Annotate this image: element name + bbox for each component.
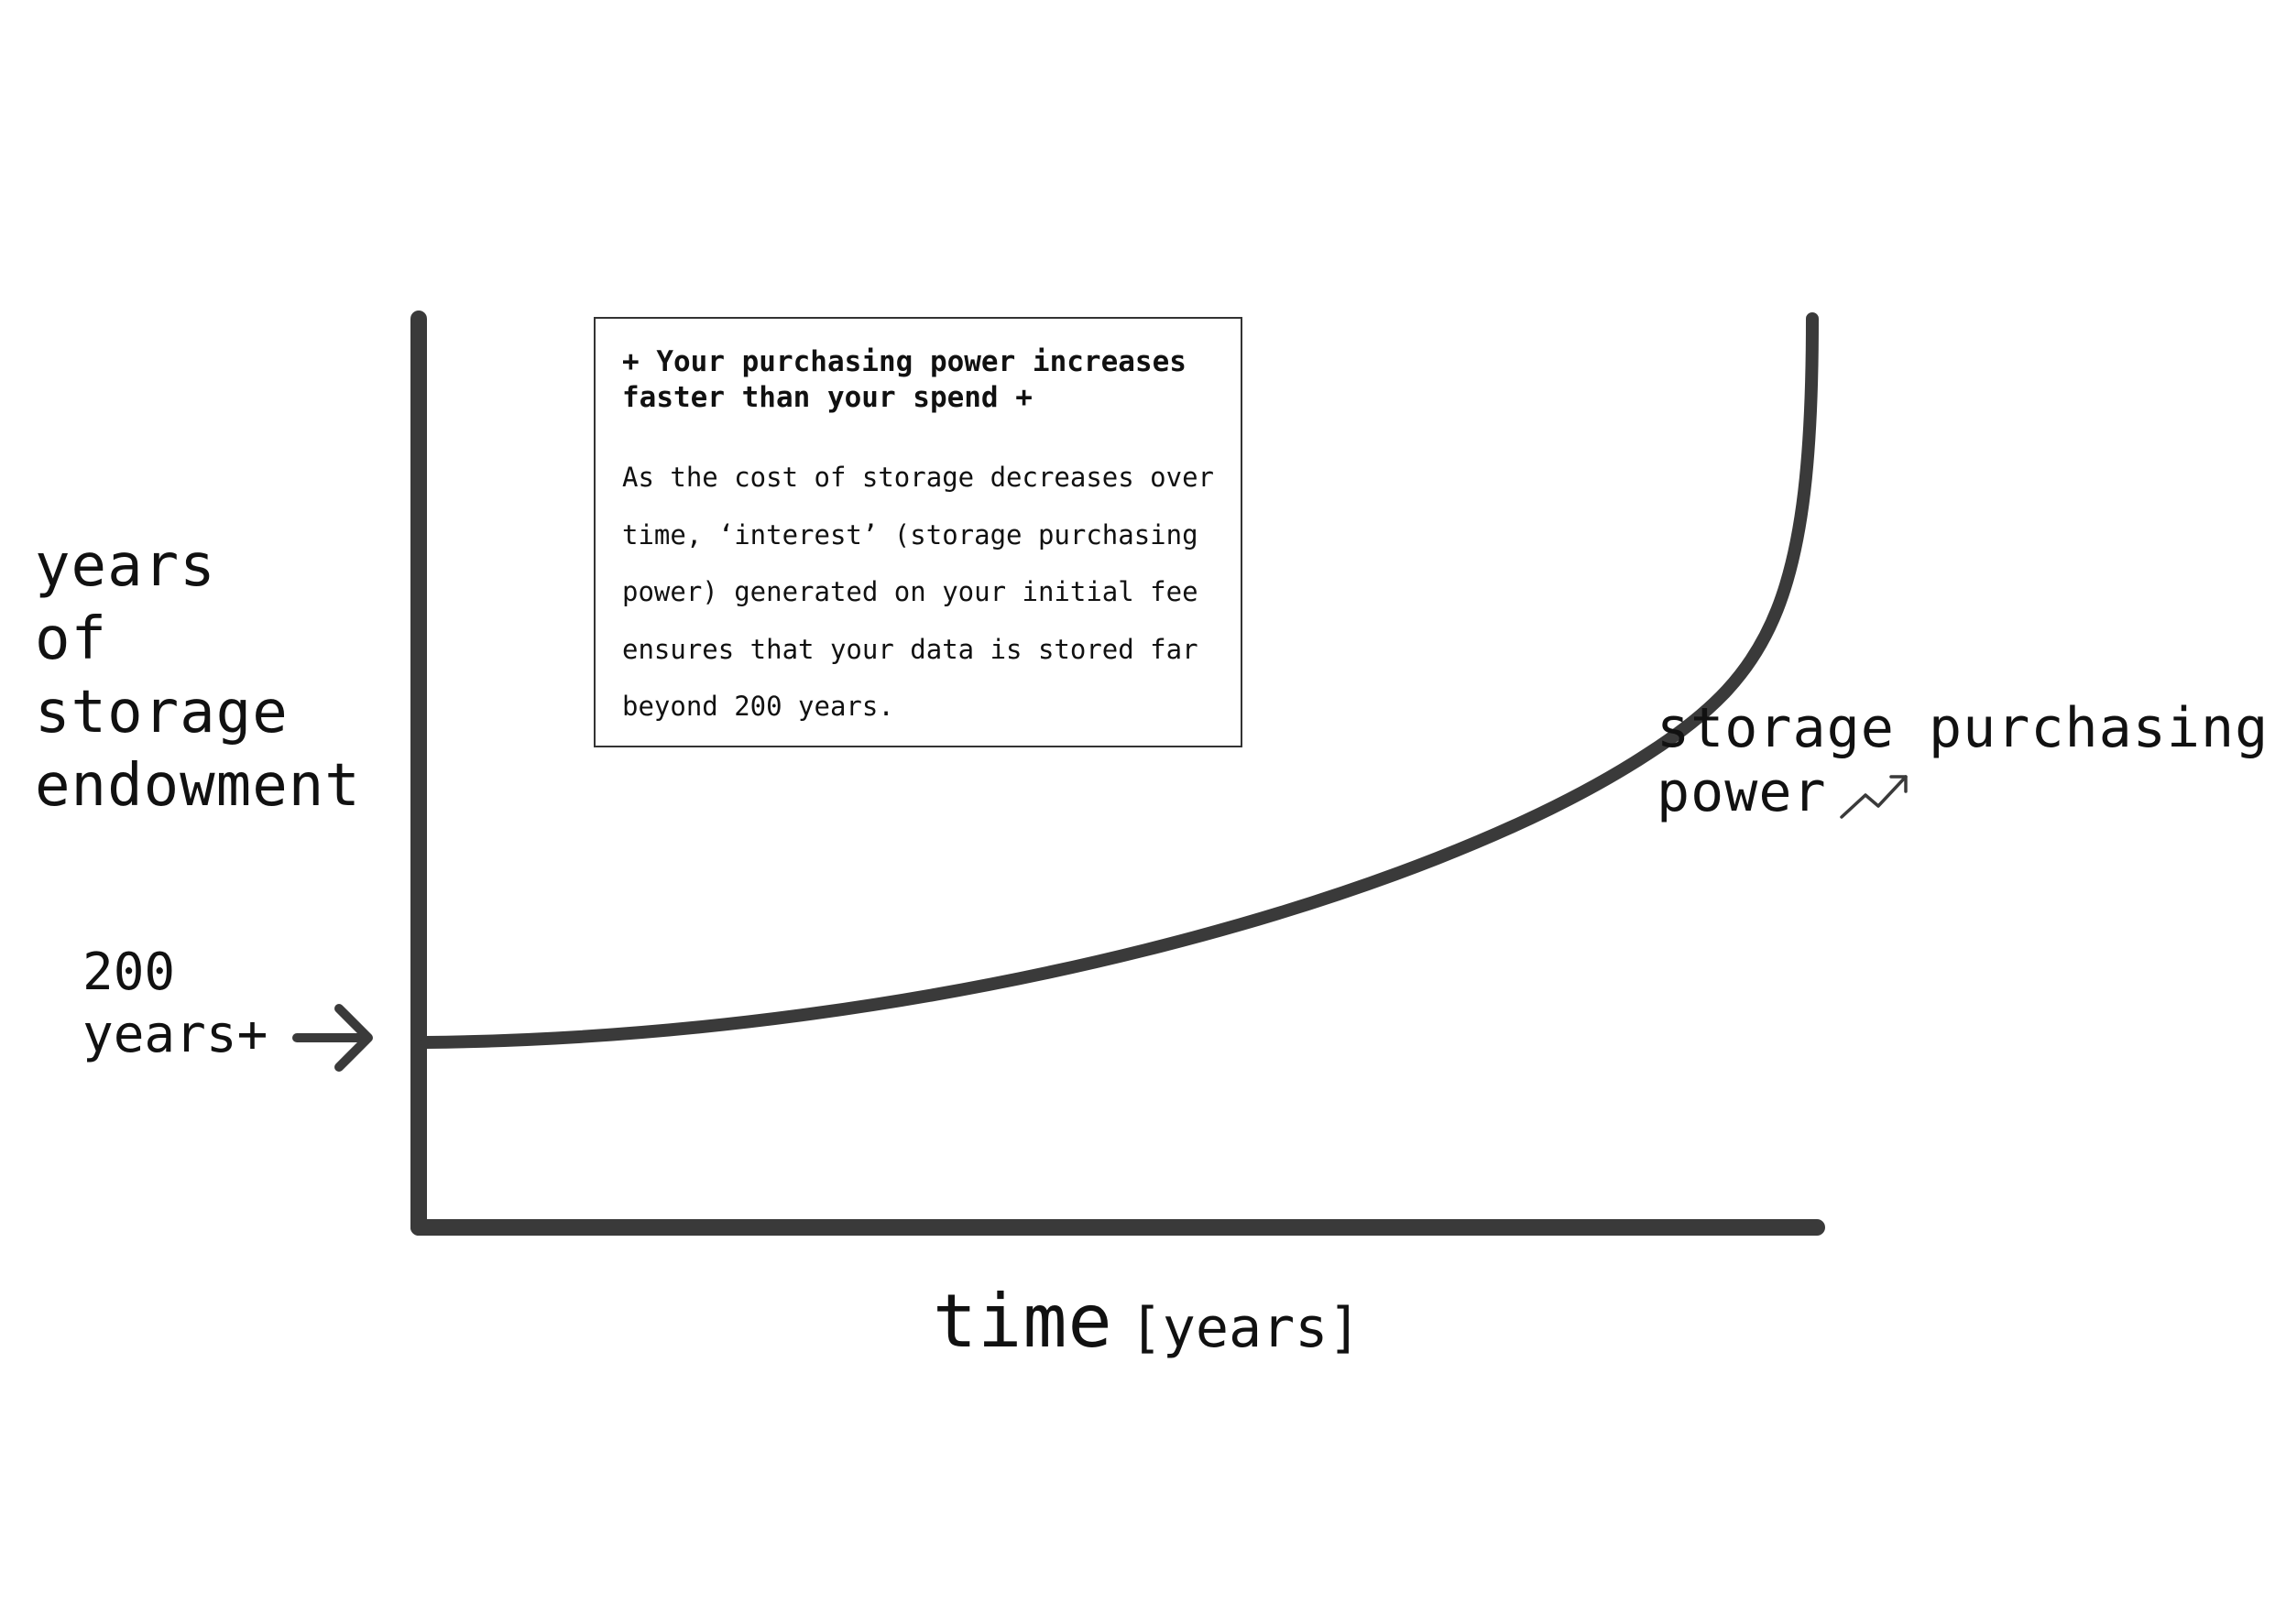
callout-body-line: beyond 200 years. <box>622 691 894 722</box>
marker-label-line: years+ <box>82 1005 268 1064</box>
trending-up-icon <box>1839 775 1908 820</box>
callout-box: + Your purchasing power increases faster… <box>594 317 1242 747</box>
marker-label-line: 200 <box>82 943 176 1002</box>
callout-body: As the cost of storage decreases over ti… <box>622 449 1215 736</box>
callout-title: + Your purchasing power increases faster… <box>622 344 1215 416</box>
callout-body-line: As the cost of storage decreases over <box>622 462 1215 493</box>
callout-title-line: + Your purchasing power increases <box>622 345 1187 378</box>
curve-label-line: storage purchasing <box>1657 696 2270 760</box>
x-axis-label: time [years] <box>933 1279 1362 1364</box>
y-axis-label-line: years <box>35 532 216 600</box>
callout-title-line: faster than your spend + <box>622 381 1033 414</box>
curve-label-line-2: power <box>1657 760 2269 824</box>
y-axis-label-line: endowment <box>35 752 361 820</box>
curve-label-text: power <box>1657 760 1827 824</box>
curve-label: storage purchasing power <box>1657 696 2269 824</box>
purchasing-power-curve <box>421 312 1819 1049</box>
x-axis-unit: [years] <box>1129 1296 1362 1360</box>
arrow-right-icon <box>292 1004 373 1072</box>
y-axis-label-line: of <box>35 605 108 673</box>
callout-body-line: ensures that your data is stored far <box>622 633 1198 665</box>
endowment-marker-label: 200 years+ <box>82 942 268 1066</box>
y-axis-label: years of storage endowment <box>35 529 361 823</box>
callout-body-line: time, ‘interest’ (storage purchasing <box>622 518 1198 550</box>
x-axis-title: time <box>933 1279 1113 1364</box>
callout-body-line: power) generated on your initial fee <box>622 576 1198 607</box>
y-axis-label-line: storage <box>35 679 289 747</box>
